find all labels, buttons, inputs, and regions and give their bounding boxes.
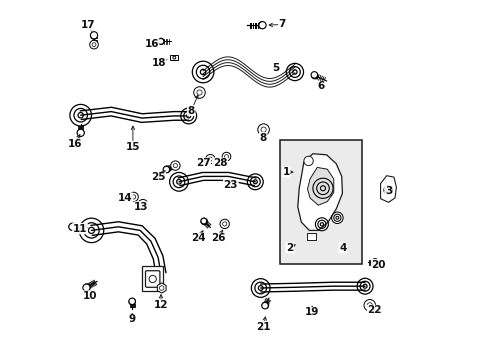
Circle shape (193, 87, 205, 98)
Circle shape (173, 163, 177, 168)
Circle shape (69, 224, 76, 230)
Circle shape (129, 298, 135, 305)
Circle shape (141, 202, 145, 207)
Circle shape (138, 199, 148, 210)
Text: 24: 24 (191, 233, 205, 243)
Circle shape (163, 166, 169, 173)
Circle shape (220, 219, 229, 229)
Text: 3: 3 (384, 186, 391, 196)
Text: 8: 8 (259, 132, 266, 143)
Circle shape (77, 129, 84, 136)
Text: 17: 17 (81, 20, 95, 30)
Circle shape (261, 302, 268, 309)
Text: 5: 5 (272, 63, 279, 73)
Text: 7: 7 (278, 19, 285, 30)
Text: 12: 12 (153, 300, 168, 310)
Text: 8: 8 (187, 105, 194, 116)
Circle shape (222, 222, 226, 226)
Text: 27: 27 (195, 158, 210, 168)
Bar (142, 266, 163, 291)
Circle shape (311, 72, 317, 79)
FancyBboxPatch shape (145, 271, 160, 287)
Text: 13: 13 (134, 202, 148, 212)
Circle shape (386, 188, 389, 192)
Polygon shape (157, 283, 166, 293)
Circle shape (158, 38, 164, 45)
Circle shape (163, 166, 170, 172)
Polygon shape (307, 167, 333, 205)
Circle shape (371, 259, 378, 265)
Text: 20: 20 (371, 260, 385, 270)
Circle shape (172, 56, 175, 59)
Circle shape (82, 284, 90, 291)
Circle shape (208, 157, 212, 161)
Text: 28: 28 (212, 158, 227, 168)
Circle shape (89, 40, 98, 49)
Bar (170, 55, 178, 60)
Text: 23: 23 (223, 180, 238, 190)
Text: 9: 9 (128, 314, 136, 324)
Text: 21: 21 (256, 321, 270, 332)
Circle shape (224, 155, 228, 158)
Circle shape (201, 218, 207, 225)
Circle shape (129, 298, 135, 305)
Circle shape (258, 22, 264, 28)
Circle shape (258, 22, 265, 29)
Circle shape (92, 43, 96, 46)
Text: 25: 25 (150, 172, 165, 183)
Circle shape (149, 275, 156, 283)
Text: 16: 16 (144, 39, 159, 49)
Circle shape (129, 192, 138, 202)
Text: 14: 14 (118, 193, 132, 203)
Text: 19: 19 (305, 307, 319, 318)
Text: 1: 1 (282, 167, 289, 177)
Circle shape (363, 300, 375, 311)
Text: 16: 16 (67, 139, 81, 149)
Circle shape (310, 72, 317, 78)
Circle shape (77, 129, 84, 136)
Text: 2: 2 (285, 243, 293, 253)
Circle shape (205, 154, 215, 164)
Text: 18: 18 (151, 58, 166, 68)
Circle shape (201, 218, 206, 224)
Circle shape (83, 284, 90, 291)
Circle shape (262, 302, 268, 309)
Text: 10: 10 (83, 291, 98, 301)
Text: 11: 11 (73, 224, 87, 234)
Circle shape (69, 223, 76, 230)
Circle shape (303, 156, 313, 166)
Circle shape (131, 195, 136, 199)
Text: 4: 4 (338, 243, 346, 253)
Polygon shape (297, 154, 342, 230)
Circle shape (170, 161, 180, 170)
Circle shape (90, 32, 98, 39)
Text: 6: 6 (317, 81, 324, 91)
Circle shape (257, 124, 269, 135)
Polygon shape (380, 176, 396, 202)
Text: 22: 22 (367, 305, 381, 315)
Text: 15: 15 (125, 141, 140, 152)
Text: 26: 26 (211, 233, 225, 243)
Circle shape (371, 259, 377, 265)
Circle shape (383, 186, 392, 194)
Circle shape (158, 39, 163, 44)
Circle shape (197, 90, 202, 95)
Bar (279, 140, 361, 264)
Circle shape (91, 33, 97, 39)
Circle shape (366, 303, 371, 308)
Bar (307, 233, 316, 240)
Circle shape (222, 152, 230, 161)
Circle shape (261, 127, 265, 132)
